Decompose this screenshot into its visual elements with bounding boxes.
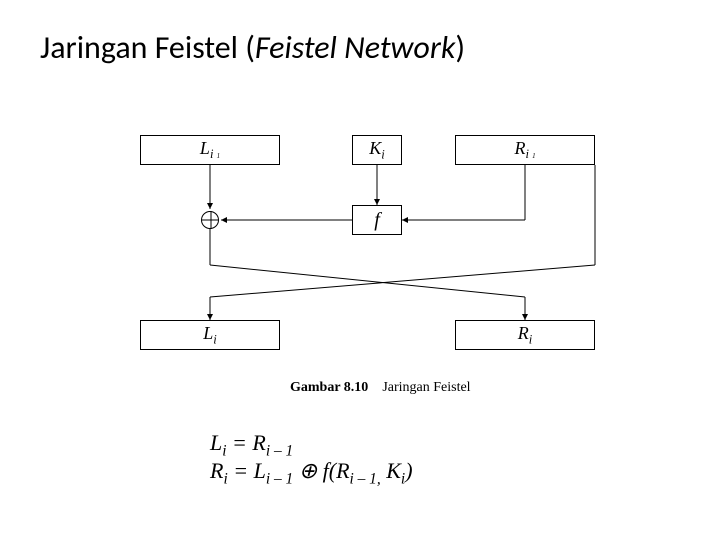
equation-line-2: Ri = Li – 1 ⊕ f(Ri – 1, Ki) — [210, 458, 413, 488]
box-L-top: Li 1 — [140, 135, 280, 165]
label-K: Ki — [369, 138, 385, 163]
label-f: f — [374, 209, 380, 232]
figure-caption: Gambar 8.10 Jaringan Feistel — [290, 380, 471, 396]
label-R-bot: Ri — [518, 323, 533, 348]
label-L-bot: Li — [203, 323, 217, 348]
label-R-top: Ri 1 — [514, 138, 535, 163]
box-R-bot: Ri — [455, 320, 595, 350]
xor-icon — [201, 211, 219, 229]
box-f: f — [352, 205, 402, 235]
label-L-top: Li 1 — [200, 138, 220, 163]
caption-prefix: Gambar 8.10 — [290, 380, 368, 395]
equation-line-1: Li = Ri – 1 — [210, 430, 293, 460]
box-L-bot: Li — [140, 320, 280, 350]
box-R-top: Ri 1 — [455, 135, 595, 165]
caption-text: Jaringan Feistel — [382, 380, 470, 395]
box-K: Ki — [352, 135, 402, 165]
